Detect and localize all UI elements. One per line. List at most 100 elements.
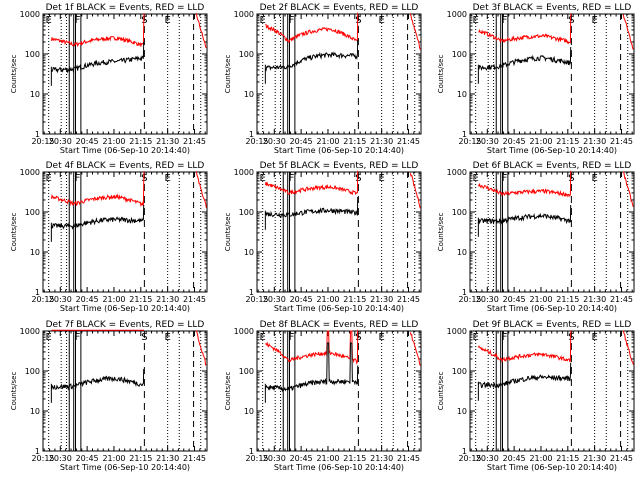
- marker-label-E: E: [164, 173, 170, 184]
- x-tick-label: 21:45: [610, 295, 633, 304]
- x-tick-label: 20:30: [476, 454, 499, 463]
- y-tick-label: 1000: [447, 327, 467, 336]
- y-tick-label: 10: [457, 407, 467, 416]
- marker-label-E: E: [473, 15, 479, 26]
- detector-panel-2: Det 2f BLACK = Events, RED = LLD 1 10 100 10…: [224, 3, 422, 155]
- x-tick-label: 20:15: [245, 454, 268, 463]
- interval-box: [68, 330, 75, 451]
- interval-box: [282, 330, 289, 451]
- axis-frame: [469, 13, 635, 135]
- lld-tail-line: [195, 13, 207, 49]
- x-tick-label: 21:45: [397, 454, 420, 463]
- lld-series-line: [264, 170, 359, 196]
- x-axis-label: Start Time (06-Sep-10 20:14:40): [487, 146, 617, 155]
- x-tick-label: 21:00: [102, 454, 125, 463]
- y-axis-label: Counts/sec: [10, 213, 18, 252]
- y-tick-label: 100: [25, 367, 40, 376]
- events-series-line: [477, 362, 572, 389]
- interval-box: [289, 330, 296, 451]
- y-tick-label: 1000: [234, 168, 254, 177]
- x-tick-label: 21:30: [156, 454, 179, 463]
- interval-box: [502, 13, 509, 134]
- y-tick-label: 1000: [447, 168, 467, 177]
- lld-tail-line: [195, 171, 207, 208]
- detector-panel-9: Det 9f BLACK = Events, RED = LLD 1 10 100 10…: [437, 320, 635, 472]
- panel-title: Det 9f BLACK = Events, RED = LLD: [473, 320, 632, 330]
- x-tick-label: 21:15: [556, 295, 579, 304]
- marker-label-E: E: [46, 173, 52, 184]
- marker-label-F: F: [502, 332, 508, 343]
- marker-label-E: E: [164, 15, 170, 26]
- y-tick-label: 1000: [20, 327, 40, 336]
- y-tick-label: 10: [30, 407, 40, 416]
- interval-box: [495, 171, 502, 292]
- x-tick-label: 20:45: [290, 137, 313, 146]
- x-tick-label: 21:30: [583, 137, 606, 146]
- x-tick-label: 21:45: [183, 295, 206, 304]
- x-tick-label: 20:30: [49, 454, 72, 463]
- marker-label-F: F: [289, 173, 295, 184]
- x-tick-label: 20:15: [31, 454, 54, 463]
- y-tick-label: 10: [244, 248, 254, 257]
- x-tick-label: 20:30: [49, 137, 72, 146]
- y-tick-label: 100: [452, 50, 467, 59]
- plot-area: [264, 329, 421, 403]
- x-tick-label: 21:30: [370, 137, 393, 146]
- y-tick-label: 100: [239, 50, 254, 59]
- x-tick-label: 20:15: [458, 137, 481, 146]
- axis-frame: [42, 330, 208, 452]
- x-axis-label: Start Time (06-Sep-10 20:14:40): [60, 304, 190, 313]
- marker-lines: [48, 330, 202, 451]
- events-series-line: [50, 204, 145, 230]
- marker-label-E: E: [378, 173, 384, 184]
- marker-label-E: E: [378, 15, 384, 26]
- events-series-line: [50, 41, 145, 74]
- x-axis-label: Start Time (06-Sep-10 20:14:40): [274, 146, 404, 155]
- plot-area: [477, 170, 634, 237]
- marker-lines: [262, 171, 416, 292]
- interval-box: [75, 13, 82, 134]
- interval-box: [282, 171, 289, 292]
- plot-area: [264, 12, 421, 84]
- interval-box: [502, 171, 509, 292]
- x-tick-label: 21:15: [129, 454, 152, 463]
- plot-area: [264, 170, 421, 230]
- panel-title: Det 2f BLACK = Events, RED = LLD: [260, 3, 419, 13]
- y-tick-label: 1: [35, 447, 40, 456]
- lld-series-line: [477, 330, 572, 364]
- interval-box: [75, 171, 82, 292]
- marker-label-S: S: [355, 332, 361, 343]
- y-tick-label: 1: [249, 288, 254, 297]
- events-series-line: [264, 342, 359, 393]
- marker-lines: [262, 13, 416, 134]
- marker-label-E: E: [46, 332, 52, 343]
- x-tick-label: 21:15: [343, 454, 366, 463]
- lld-tail-line: [622, 330, 634, 365]
- marker-label-F: F: [289, 15, 295, 26]
- y-tick-label: 1000: [20, 10, 40, 19]
- marker-label-E: E: [46, 15, 52, 26]
- y-tick-label: 100: [452, 367, 467, 376]
- x-tick-label: 21:15: [343, 137, 366, 146]
- x-tick-label: 21:30: [370, 295, 393, 304]
- x-tick-label: 20:45: [503, 295, 526, 304]
- detector-panel-3: Det 3f BLACK = Events, RED = LLD 1 10 100 10…: [437, 3, 635, 155]
- marker-label-E: E: [260, 15, 266, 26]
- marker-label-S: S: [141, 15, 147, 26]
- x-tick-label: 20:30: [263, 454, 286, 463]
- marker-label-E: E: [260, 173, 266, 184]
- lld-series-line: [265, 329, 359, 365]
- x-axis-label: Start Time (06-Sep-10 20:14:40): [487, 304, 617, 313]
- interval-box: [502, 330, 509, 451]
- axis-frame: [256, 330, 422, 452]
- interval-box: [282, 13, 289, 134]
- y-tick-label: 10: [30, 90, 40, 99]
- x-tick-label: 21:15: [556, 454, 579, 463]
- lld-series-line: [265, 12, 359, 43]
- y-tick-label: 100: [25, 208, 40, 217]
- x-tick-label: 21:00: [102, 295, 125, 304]
- x-tick-label: 21:45: [610, 454, 633, 463]
- x-tick-label: 21:00: [529, 454, 552, 463]
- marker-lines: [475, 13, 629, 134]
